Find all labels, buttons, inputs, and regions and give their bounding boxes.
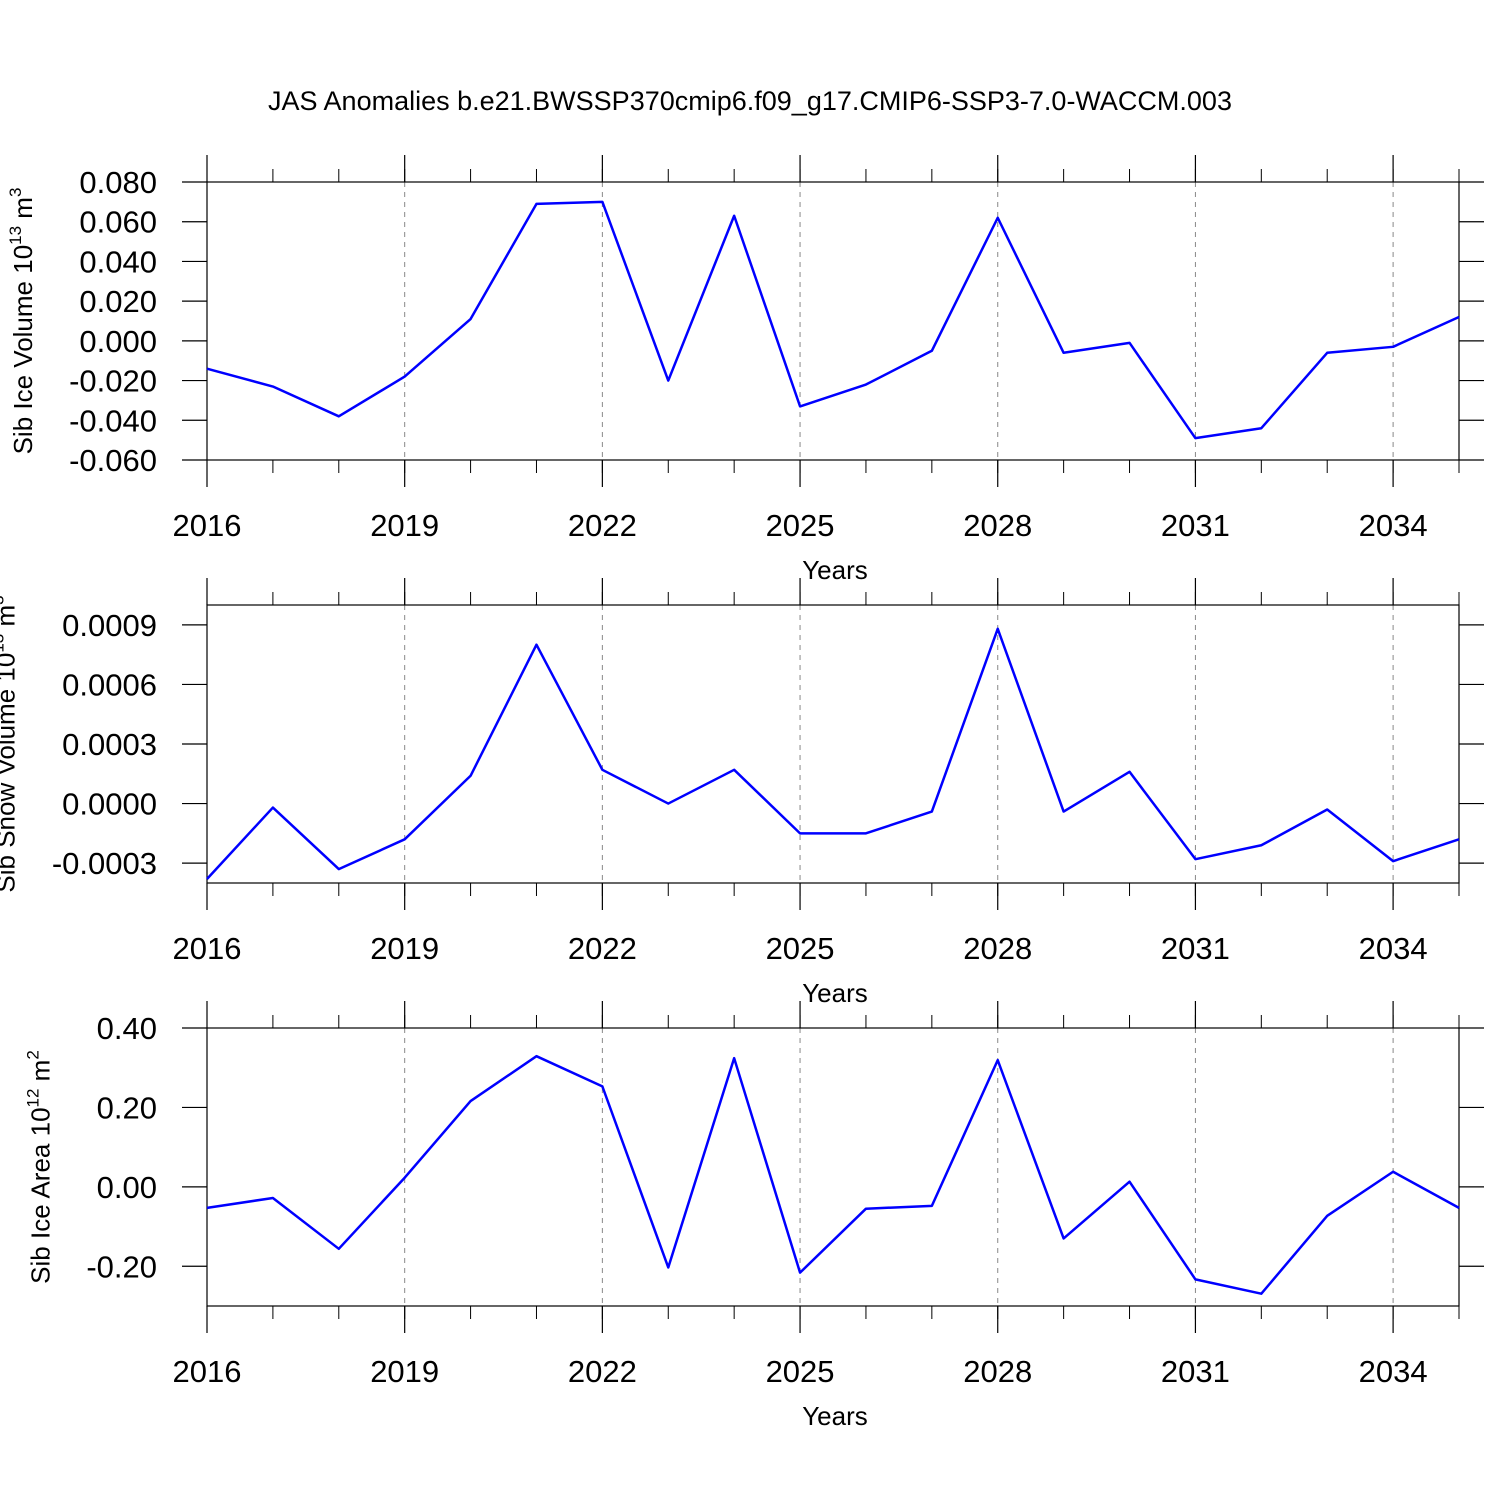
x-axis-label: Years	[802, 1401, 868, 1431]
x-tick-label: 2025	[766, 508, 835, 543]
y-axis-label-exponent: 13	[6, 226, 25, 245]
y-axis-label: Sib Ice Volume 1013 m3	[6, 188, 38, 455]
x-tick-label: 2034	[1359, 1354, 1428, 1389]
x-tick-label: 2022	[568, 931, 637, 966]
plot-frame	[206, 181, 1460, 461]
y-tick-label: -0.040	[69, 403, 157, 438]
y-tick-label: -0.060	[69, 443, 157, 478]
x-tick-label: 2031	[1161, 931, 1230, 966]
y-axis-label-exponent: 3	[6, 188, 25, 197]
y-axis-label-part: m	[8, 197, 38, 226]
y-tick-label: 0.0009	[62, 608, 157, 643]
x-tick-label: 2031	[1161, 508, 1230, 543]
y-axis-label-part: Sib Ice Volume 10	[8, 245, 38, 455]
y-tick-label: 0.020	[79, 284, 157, 319]
y-tick-label: 0.040	[79, 244, 157, 279]
y-axis-label-part: Sib Ice Area 10	[26, 1107, 56, 1283]
y-tick-label: -0.0003	[52, 846, 157, 881]
data-line	[206, 1054, 1460, 1295]
x-tick-label: 2031	[1161, 1354, 1230, 1389]
y-tick-label: 0.0000	[62, 787, 157, 822]
x-tick-label: 2025	[766, 931, 835, 966]
y-tick-label: 0.060	[79, 205, 157, 240]
y-axis-label-part: Sib Snow Volume 10	[0, 653, 21, 893]
x-tick-label: 2034	[1359, 931, 1428, 966]
figure-title: JAS Anomalies b.e21.BWSSP370cmip6.f09_g1…	[268, 86, 1232, 116]
y-tick-label: -0.020	[69, 364, 157, 399]
x-tick-label: 2022	[568, 1354, 637, 1389]
y-axis-label: Sib Snow Volume 1013 m3	[0, 595, 21, 892]
y-axis-label-part: m	[0, 605, 21, 634]
y-tick-label: 0.20	[97, 1090, 157, 1125]
x-tick-label: 2025	[766, 1354, 835, 1389]
x-tick-label: 2028	[963, 508, 1032, 543]
x-tick-label: 2019	[370, 1354, 439, 1389]
x-axis-label: Years	[802, 978, 868, 1008]
y-tick-label: 0.0006	[62, 667, 157, 702]
plot-frame	[206, 1027, 1460, 1307]
x-tick-label: 2019	[370, 508, 439, 543]
data-line	[206, 200, 1460, 440]
y-tick-label: 0.00	[97, 1170, 157, 1205]
x-tick-label: 2016	[173, 1354, 242, 1389]
x-tick-label: 2028	[963, 931, 1032, 966]
y-tick-label: 0.000	[79, 324, 157, 359]
y-tick-label: 0.40	[97, 1011, 157, 1046]
x-tick-label: 2034	[1359, 508, 1428, 543]
y-tick-label: 0.080	[79, 165, 157, 200]
x-tick-label: 2028	[963, 1354, 1032, 1389]
y-axis-label-exponent: 13	[0, 634, 8, 653]
y-axis-label-exponent: 3	[0, 595, 8, 604]
y-axis-label-exponent: 2	[24, 1050, 43, 1059]
x-axis-label: Years	[802, 555, 868, 585]
y-tick-label: -0.20	[86, 1249, 157, 1284]
y-axis-label-part: m	[26, 1060, 56, 1089]
y-tick-label: 0.0003	[62, 727, 157, 762]
y-axis-label-exponent: 12	[24, 1089, 43, 1108]
x-tick-label: 2016	[173, 931, 242, 966]
data-line	[206, 627, 1460, 880]
y-axis-label: Sib Ice Area 1012 m2	[24, 1050, 56, 1284]
x-tick-label: 2016	[173, 508, 242, 543]
x-tick-label: 2022	[568, 508, 637, 543]
x-tick-label: 2019	[370, 931, 439, 966]
